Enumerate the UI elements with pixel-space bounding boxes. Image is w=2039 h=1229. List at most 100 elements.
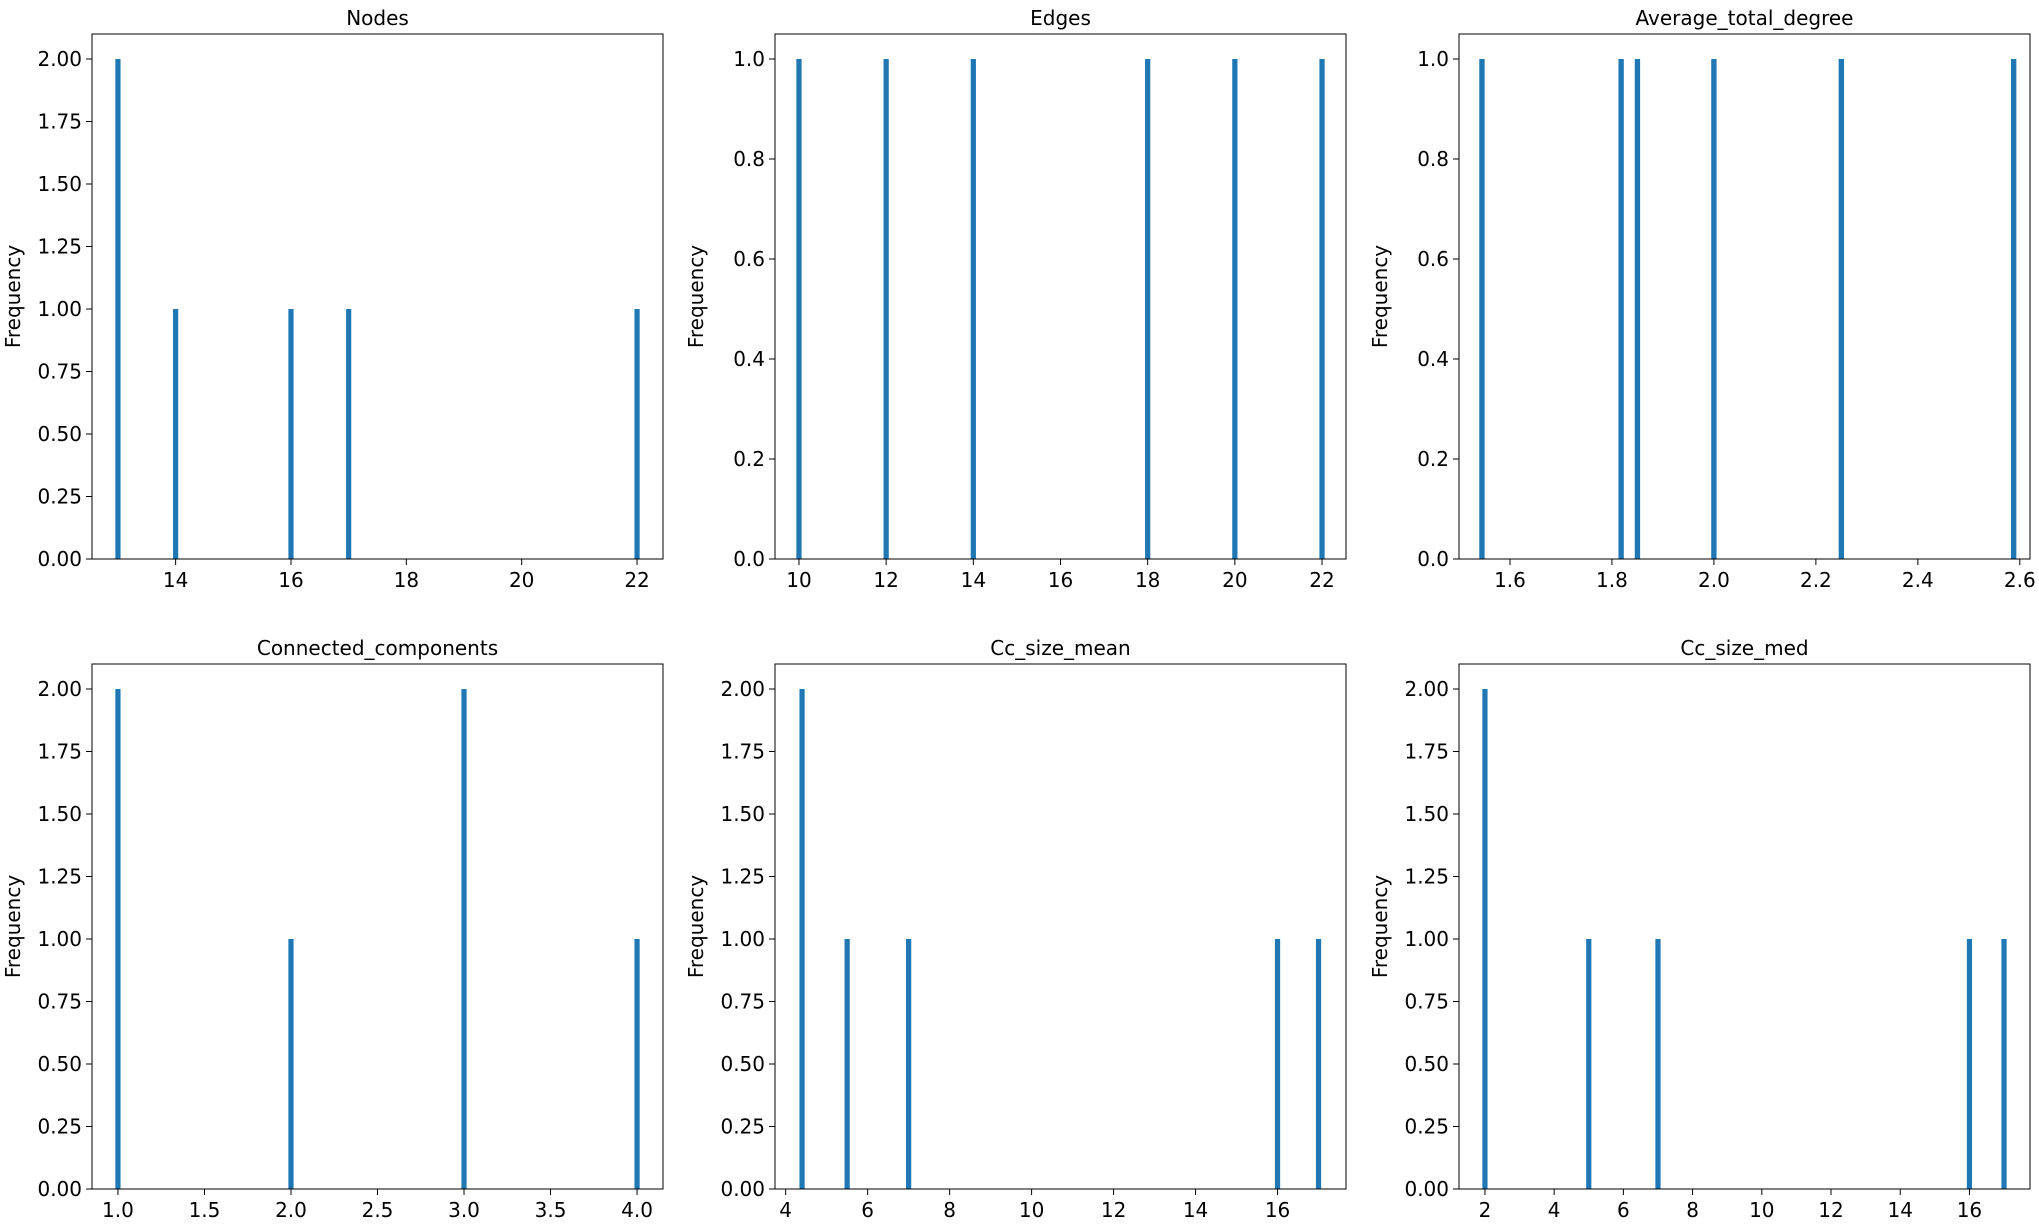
bar-1: [1482, 689, 1488, 1189]
chart-title: Nodes: [346, 6, 409, 30]
y-tick-label: 2.00: [37, 47, 82, 71]
bar-5: [1232, 59, 1238, 559]
axes-frame: [774, 33, 1347, 560]
x-tick-label: 1.5: [189, 1198, 221, 1222]
y-tick-label: 0.00: [720, 1177, 765, 1201]
y-tick-label: 1.50: [720, 802, 765, 826]
bar-6: [1319, 59, 1325, 559]
x-tick-label: 6: [1617, 1198, 1630, 1222]
y-tick-label: 0.00: [37, 547, 82, 571]
x-tick-label: 12: [1101, 1198, 1126, 1222]
x-tick-label: 14: [1888, 1198, 1913, 1222]
y-axis-label: Frequency: [1368, 245, 1392, 348]
x-tick-label: 2.4: [1902, 568, 1934, 592]
y-tick-label: 0.25: [37, 485, 82, 509]
x-tick-label: 1.6: [1494, 568, 1526, 592]
chart-title: Cc_size_mean: [990, 636, 1130, 660]
x-tick-label: 4: [779, 1198, 792, 1222]
chart-panel-2: 0.0 0.2 0.4 0.6 0.8 1.0 10 12 14 16 18 20 22 Edges Fre…: [684, 6, 1347, 592]
x-tick-label: 16: [1265, 1198, 1290, 1222]
y-tick-label: 0.50: [1404, 1052, 1449, 1076]
x-tick-label: 10: [1749, 1198, 1774, 1222]
bar-3: [1634, 59, 1641, 559]
x-tick-label: 20: [1222, 568, 1247, 592]
bar-2: [173, 309, 179, 559]
axes-frame: [1458, 663, 2031, 1190]
y-tick-label: 1.00: [1404, 927, 1449, 951]
y-tick-label: 1.25: [37, 865, 82, 889]
y-tick-label: 1.00: [37, 297, 82, 321]
y-tick-label: 0.0: [1417, 547, 1449, 571]
x-tick-label: 4: [1548, 1198, 1561, 1222]
y-tick-label: 1.50: [37, 802, 82, 826]
x-tick-label: 10: [786, 568, 811, 592]
x-tick-label: 10: [1019, 1198, 1044, 1222]
x-tick-label: 3.5: [535, 1198, 567, 1222]
x-tick-label: 3.0: [448, 1198, 480, 1222]
y-tick-label: 1.75: [1404, 740, 1449, 764]
bar-2: [288, 939, 294, 1189]
y-tick-label: 0.25: [37, 1115, 82, 1139]
x-tick-label: 1.0: [102, 1198, 134, 1222]
y-tick-label: 0.4: [1417, 347, 1449, 371]
bar-5: [634, 309, 640, 559]
y-tick-label: 0.50: [37, 1052, 82, 1076]
y-tick-label: 0.00: [1404, 1177, 1449, 1201]
x-tick-label: 8: [1686, 1198, 1699, 1222]
bar-4: [1274, 939, 1281, 1189]
bar-5: [2001, 939, 2007, 1189]
y-tick-label: 0.8: [733, 147, 765, 171]
y-tick-label: 1.75: [37, 110, 82, 134]
x-tick-label: 20: [509, 568, 534, 592]
y-tick-label: 2.00: [720, 677, 765, 701]
y-tick-label: 1.25: [37, 235, 82, 259]
x-tick-label: 18: [394, 568, 419, 592]
axes-frame: [1458, 33, 2031, 560]
x-tick-label: 14: [163, 568, 188, 592]
y-tick-label: 0.25: [1404, 1115, 1449, 1139]
y-tick-label: 0.25: [720, 1115, 765, 1139]
bar-1: [799, 689, 805, 1189]
y-tick-label: 0.6: [733, 247, 765, 271]
x-tick-label: 2.2: [1800, 568, 1832, 592]
x-tick-label: 1.8: [1596, 568, 1628, 592]
y-tick-label: 0.6: [1417, 247, 1449, 271]
y-axis-label: Frequency: [1368, 875, 1392, 978]
y-tick-label: 0.0: [733, 547, 765, 571]
y-tick-label: 0.4: [733, 347, 765, 371]
x-tick-label: 2: [1479, 1198, 1492, 1222]
bar-3: [906, 939, 912, 1189]
x-tick-label: 16: [1048, 568, 1073, 592]
axes-frame: [91, 33, 664, 560]
x-tick-label: 12: [873, 568, 898, 592]
x-tick-label: 18: [1135, 568, 1160, 592]
y-tick-label: 2.00: [1404, 677, 1449, 701]
y-tick-label: 0.8: [1417, 147, 1449, 171]
chart-title: Connected_components: [257, 636, 498, 660]
bar-2: [1586, 939, 1592, 1189]
bar-2: [1618, 59, 1624, 559]
bar-2: [844, 939, 850, 1189]
bar-6: [2011, 59, 2017, 559]
y-tick-label: 2.00: [37, 677, 82, 701]
bar-5: [1315, 939, 1322, 1189]
y-axis-label: Frequency: [1, 875, 25, 978]
bar-1: [796, 59, 802, 559]
y-tick-label: 0.75: [720, 990, 765, 1014]
bar-1: [115, 59, 121, 559]
bar-4: [346, 309, 352, 559]
bar-3: [970, 59, 976, 559]
x-tick-label: 2.6: [2004, 568, 2036, 592]
bar-5: [1838, 59, 1845, 559]
chart-panel-6: 0.00 0.25 0.50 0.75 1.00 1.25 1.50 1.75 2.00 2 4 6 8…: [1368, 636, 2031, 1222]
y-tick-label: 0.00: [37, 1177, 82, 1201]
y-axis-label: Frequency: [1, 245, 25, 348]
x-tick-label: 4.0: [621, 1198, 653, 1222]
bar-3: [1655, 939, 1661, 1189]
y-tick-label: 1.00: [720, 927, 765, 951]
y-tick-label: 1.0: [733, 47, 765, 71]
x-tick-label: 14: [1183, 1198, 1208, 1222]
bar-1: [1479, 59, 1485, 559]
chart-panel-3: 0.0 0.2 0.4 0.6 0.8 1.0 1.6 1.8 2.0 2.2 2.4 2.6 Aver…: [1368, 6, 2036, 592]
